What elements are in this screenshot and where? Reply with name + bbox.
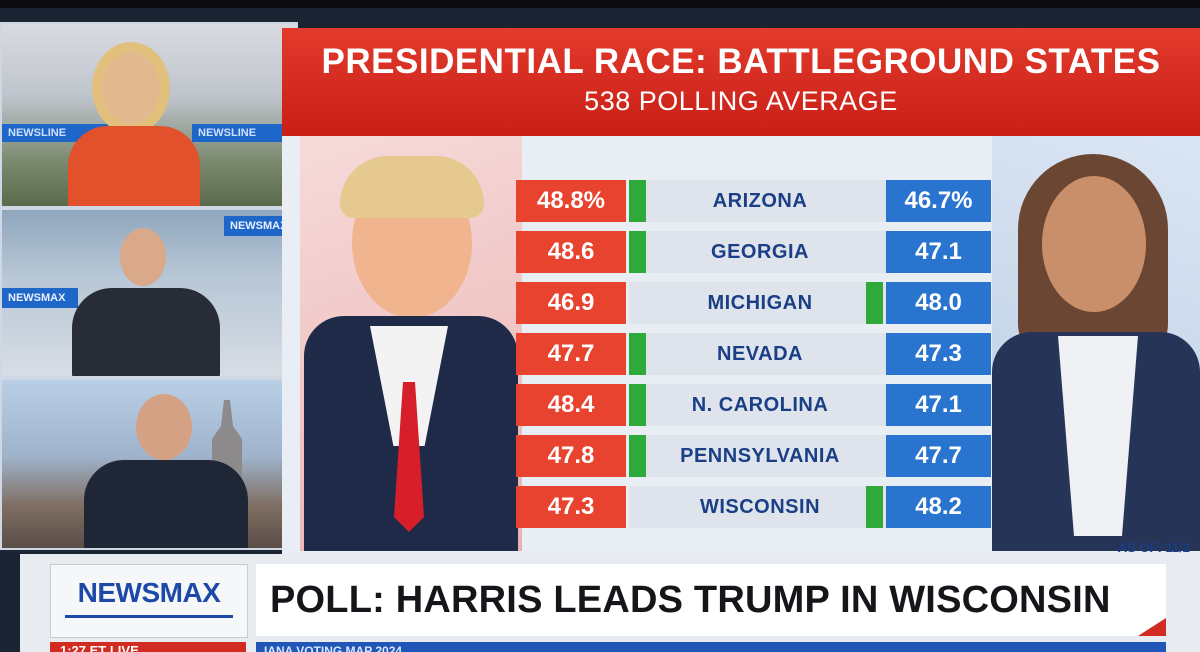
trump-hair: [340, 156, 484, 218]
state-name: MICHIGAN: [707, 292, 813, 314]
headline-text: POLL: HARRIS LEADS TRUMP IN WISCONSIN: [270, 579, 1111, 621]
harris-head: [1042, 176, 1146, 312]
graphic-subtitle: 538 POLLING AVERAGE: [584, 86, 898, 116]
harris-value: 47.1: [886, 384, 991, 426]
graphic-banner: PRESIDENTIAL RACE: BATTLEGROUND STATES 5…: [282, 28, 1200, 136]
tv-screen: NEWSLINE NEWSLINE NEWSMAX NEWSMAX PRESID…: [0, 8, 1200, 652]
harris-value: 46.7%: [886, 180, 991, 222]
state-row-michigan: 46.9 MICHIGAN 48.0: [516, 282, 994, 333]
lead-indicator-trump: [629, 180, 646, 222]
lead-indicator-trump: [629, 384, 646, 426]
guest-torso-1: [72, 288, 220, 376]
state-name: PENNSYLVANIA: [680, 445, 840, 467]
state-name: N. CAROLINA: [691, 394, 829, 416]
trump-value: 47.8: [516, 435, 626, 477]
newsmax-logo: NEWSMAX: [77, 577, 221, 608]
state-name: WISCONSIN: [699, 496, 821, 518]
state-row-arizona: 48.8% ARIZONA 46.7%: [516, 180, 994, 231]
state-row-pennsylvania: 47.8 PENNSYLVANIA 47.7: [516, 435, 994, 486]
state-name: NEVADA: [717, 343, 803, 365]
harris-value: 47.7: [886, 435, 991, 477]
battleground-graphic: PRESIDENTIAL RACE: BATTLEGROUND STATES 5…: [282, 28, 1200, 563]
trump-value: 48.6: [516, 231, 626, 273]
guest-torso-2: [84, 460, 248, 548]
graphic-title: PRESIDENTIAL RACE: BATTLEGROUND STATES: [321, 42, 1161, 81]
lead-indicator-trump: [629, 231, 646, 273]
lead-indicator-trump: [629, 435, 646, 477]
logo-underline: [65, 615, 233, 618]
harris-value: 48.2: [886, 486, 991, 528]
trump-value: 47.7: [516, 333, 626, 375]
lower-third: NEWSMAX POLL: HARRIS LEADS TRUMP IN WISC…: [20, 554, 1200, 652]
news-crawl: IANA VOTING MAP 2024: [256, 642, 1166, 652]
state-row-north-carolina: 48.4 N. CAROLINA 47.1: [516, 384, 994, 435]
anchor-camera-panel: NEWSLINE NEWSLINE: [0, 22, 298, 208]
trump-value: 47.3: [516, 486, 626, 528]
state-row-nevada: 47.7 NEVADA 47.3: [516, 333, 994, 384]
guest-head-1: [120, 228, 166, 286]
newsline-strip-right: NEWSLINE: [192, 124, 296, 142]
trump-value: 48.8%: [516, 180, 626, 222]
newsmax-logo-box: NEWSMAX: [50, 564, 248, 638]
guest-head-2: [136, 394, 192, 460]
harris-value: 48.0: [886, 282, 991, 324]
time-live-bar: 1:27 ET LIVE: [50, 642, 246, 652]
newsmax-monitor-label-1: NEWSMAX: [224, 216, 294, 236]
anchor-head: [102, 52, 160, 124]
as-of-date: AS OF: 11/2: [1117, 540, 1190, 555]
lead-indicator-trump: [629, 333, 646, 375]
lead-indicator-harris: [866, 486, 883, 528]
state-row-georgia: 48.6 GEORGIA 47.1: [516, 231, 994, 282]
state-name: ARIZONA: [712, 190, 808, 212]
newsmax-monitor-label-2: NEWSMAX: [2, 288, 78, 308]
anchor-torso: [68, 126, 200, 206]
trump-value: 48.4: [516, 384, 626, 426]
harris-value: 47.3: [886, 333, 991, 375]
guest-camera-panel-1: NEWSMAX NEWSMAX: [0, 208, 298, 378]
guest-camera-panel-2: [0, 378, 298, 550]
harris-blouse: [1058, 336, 1138, 536]
harris-value: 47.1: [886, 231, 991, 273]
harris-photo: [992, 136, 1200, 551]
headline-box: POLL: HARRIS LEADS TRUMP IN WISCONSIN: [256, 564, 1166, 636]
lead-indicator-harris: [866, 282, 883, 324]
polling-table: 48.8% ARIZONA 46.7% 48.6 GEORGIA 47.1 46…: [516, 180, 994, 537]
state-row-wisconsin: 47.3 WISCONSIN 48.2: [516, 486, 994, 537]
trump-photo: [300, 136, 522, 551]
trump-value: 46.9: [516, 282, 626, 324]
state-name: GEORGIA: [711, 241, 809, 263]
